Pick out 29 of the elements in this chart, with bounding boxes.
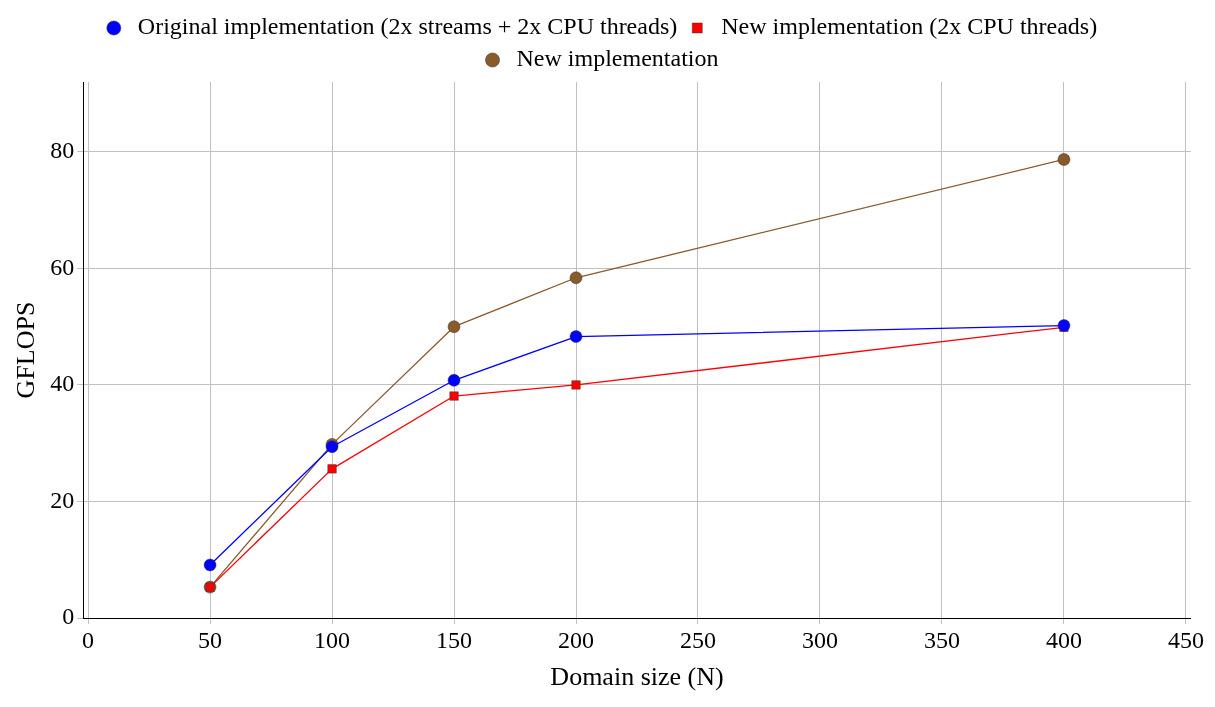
legend-label: New implementation xyxy=(516,45,719,72)
y-tick-label: 60 xyxy=(50,253,75,280)
x-tick-label: 200 xyxy=(558,626,595,653)
x-tick-label: 400 xyxy=(1045,626,1082,653)
x-tick-label: 50 xyxy=(198,626,223,653)
x-tick-label: 350 xyxy=(923,626,960,653)
point xyxy=(569,330,583,343)
x-tick-label: 450 xyxy=(1167,626,1204,653)
y-tick-label: 40 xyxy=(50,370,75,397)
x-tick-label: 100 xyxy=(314,626,351,653)
x-axis-title: Domain size (N) xyxy=(550,662,724,692)
x-tick-label: 250 xyxy=(680,626,716,653)
point xyxy=(571,380,581,390)
x-tick-label: 300 xyxy=(801,626,838,653)
legend-label: New implementation (2x CPU threads) xyxy=(721,13,1098,40)
x-tick-label: 150 xyxy=(436,626,473,653)
y-axis-title: GFLOPS xyxy=(11,301,41,399)
y-tick-label: 20 xyxy=(50,486,75,513)
point xyxy=(569,271,583,285)
y-tick-label: 0 xyxy=(62,603,75,630)
point xyxy=(1057,153,1071,166)
point xyxy=(447,320,461,333)
x-tick-label: 0 xyxy=(82,626,95,653)
point xyxy=(203,558,217,572)
legend-label: Original implementation (2x streams + 2x CPU threads) xyxy=(137,13,678,40)
point xyxy=(327,464,337,474)
point xyxy=(449,391,459,401)
y-tick-label: 80 xyxy=(50,137,75,164)
point xyxy=(447,374,461,387)
